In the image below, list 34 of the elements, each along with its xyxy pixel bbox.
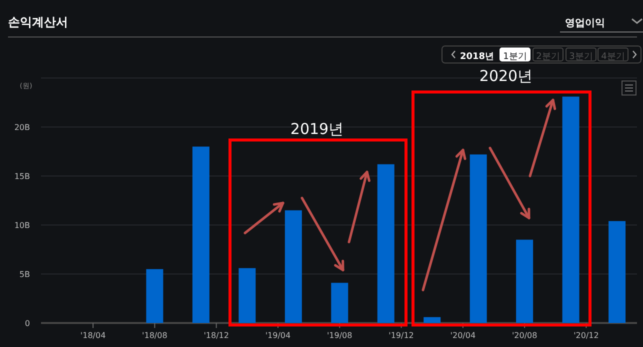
- text: 1분기: [503, 52, 527, 62]
- bar: [146, 269, 164, 323]
- annotation: 2019년: [290, 120, 344, 138]
- bar: [377, 164, 394, 323]
- x-tick-label: '20/12: [574, 331, 599, 340]
- x-tick-label: '19/04: [265, 331, 291, 340]
- bar: [470, 154, 487, 323]
- bar: [608, 221, 626, 323]
- bar: [562, 96, 580, 323]
- y-tick-label: 5B: [19, 270, 30, 279]
- bar: [192, 146, 210, 323]
- chart-title: 손익계산서: [8, 15, 68, 29]
- y-tick-label: 20B: [14, 123, 30, 132]
- text: 2분기: [536, 52, 560, 62]
- x-tick-label: '19/12: [388, 331, 414, 340]
- text: 4분기: [601, 52, 625, 62]
- bar: [516, 240, 534, 323]
- bar: [238, 268, 256, 323]
- text: 2018년: [460, 52, 494, 62]
- bar: [424, 317, 441, 323]
- x-tick-label: '20/08: [512, 331, 538, 340]
- annotation: 2020년: [479, 67, 533, 85]
- x-tick-label: '19/08: [327, 331, 352, 340]
- text: 영업이익: [565, 18, 605, 29]
- bar: [284, 210, 302, 323]
- bar: [331, 282, 348, 323]
- x-tick-label: '18/12: [204, 331, 229, 340]
- y-tick-label: 15B: [14, 172, 30, 181]
- x-tick-label: '20/04: [450, 331, 476, 340]
- x-tick-label: '18/08: [142, 331, 168, 340]
- text: 3분기: [569, 52, 593, 62]
- y-tick-label: 10B: [14, 221, 30, 230]
- y-tick-label: 0: [24, 319, 30, 328]
- x-tick-label: '18/04: [80, 331, 106, 340]
